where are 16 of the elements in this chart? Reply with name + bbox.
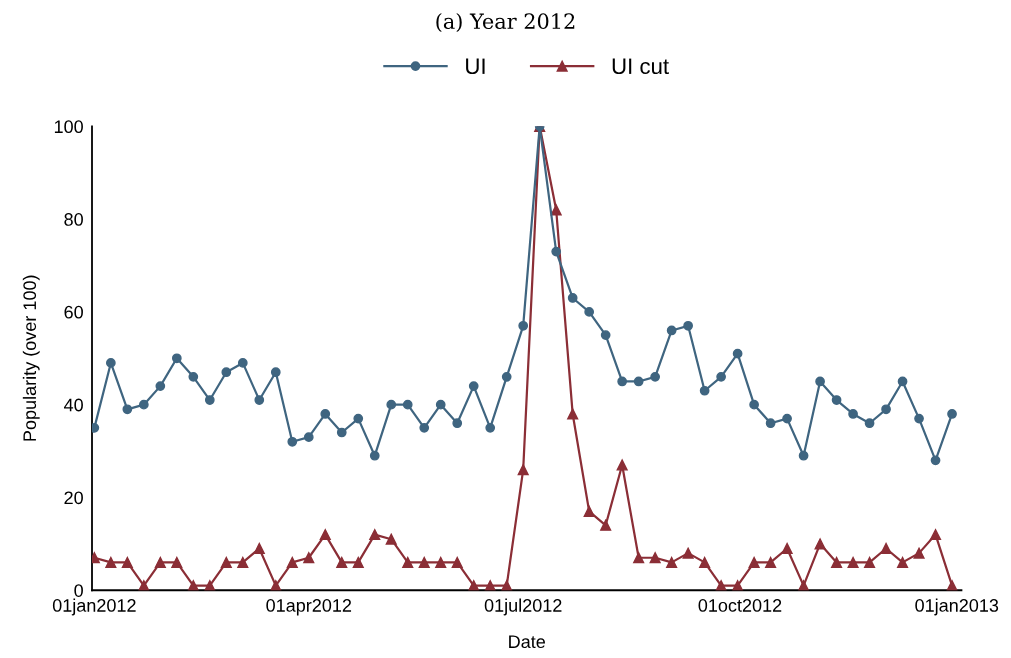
x-tick-label: 01jan2013 (915, 598, 999, 616)
x-tick-label: 01jan2012 (52, 598, 136, 616)
y-tick-label: 40 (64, 398, 83, 412)
y-axis-title: Popularity (over 100) (22, 275, 40, 441)
y-tick-label: 60 (64, 305, 83, 319)
legend-label: UI (466, 58, 485, 75)
y-tick-label: 100 (54, 120, 83, 134)
legend-label: UI cut (612, 58, 669, 75)
y-tick-label: 20 (64, 491, 83, 505)
y-tick-label: 0 (74, 584, 83, 597)
y-tick-label: 80 (64, 213, 83, 226)
x-tick-label: 01oct2012 (698, 599, 782, 612)
x-axis-title: Date (509, 635, 545, 649)
x-tick-label: 01apr2012 (266, 599, 352, 616)
x-tick-label: 01jul2012 (484, 598, 562, 616)
chart-title: (a) Year 2012 (436, 12, 575, 33)
